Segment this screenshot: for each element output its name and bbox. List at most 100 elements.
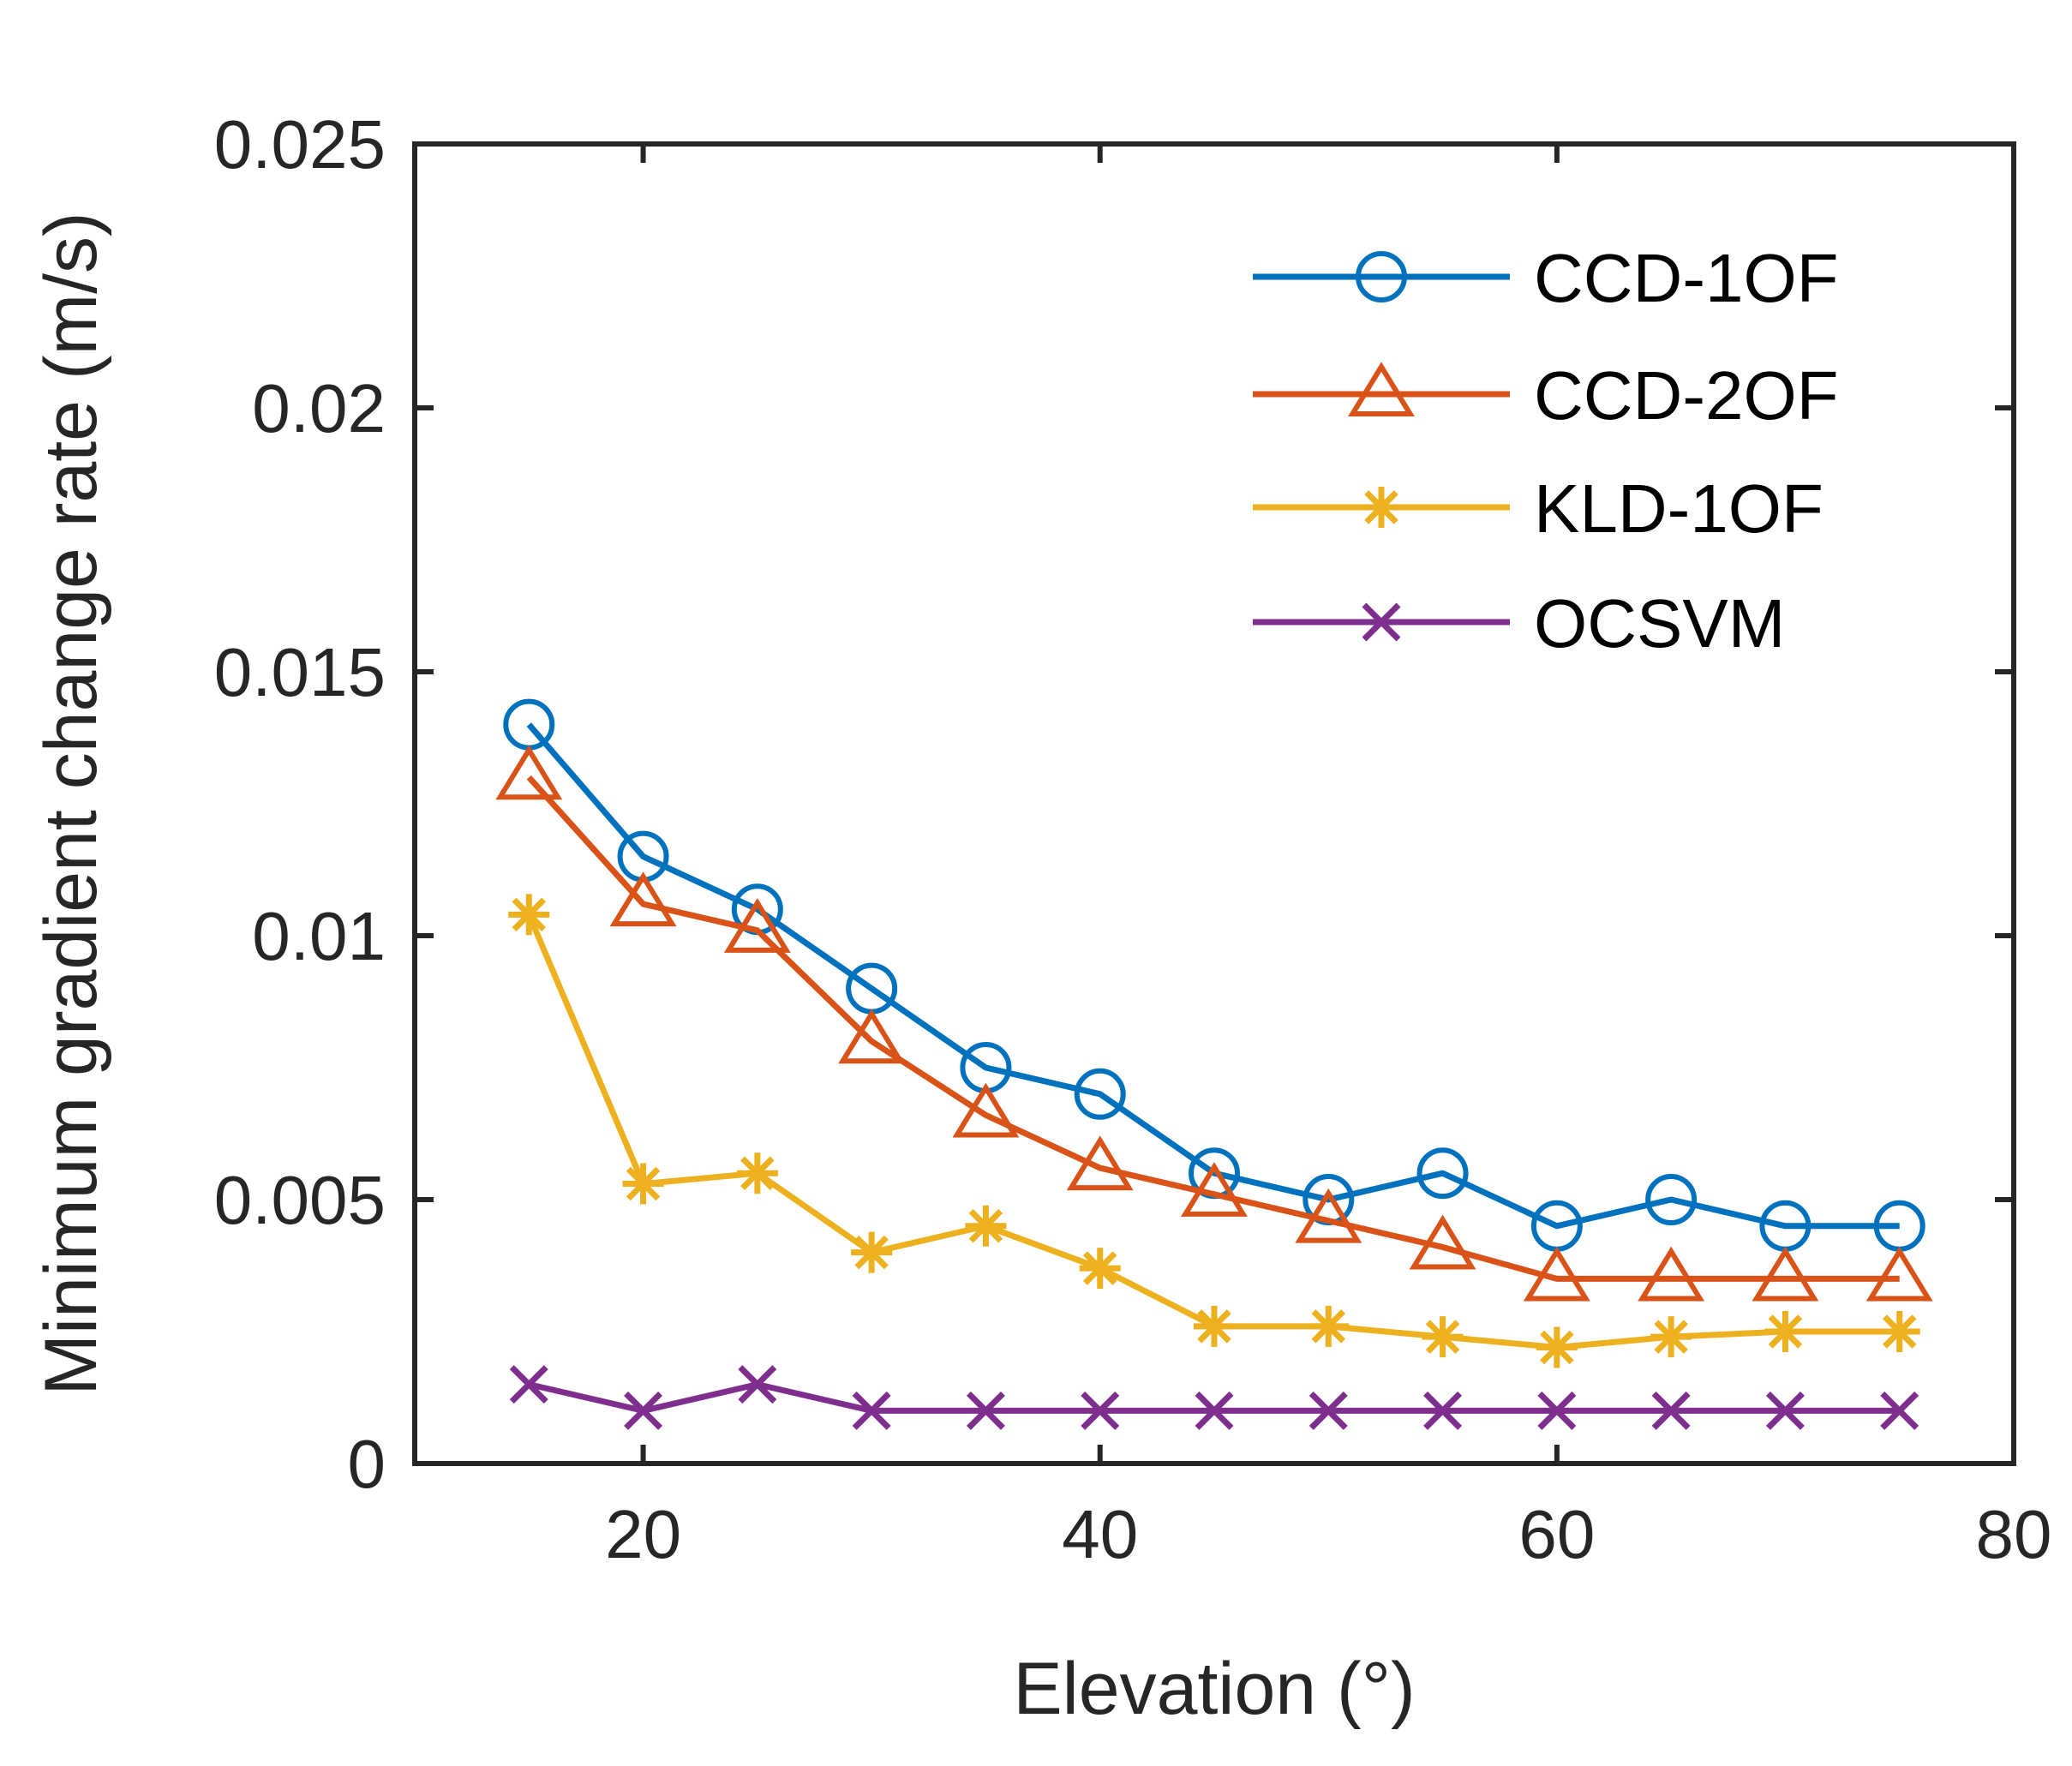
asterisk-arm bbox=[1425, 1320, 1460, 1354]
legend-label: OCSVM bbox=[1534, 585, 1785, 662]
legend-marker bbox=[1348, 362, 1415, 417]
y-tick-label: 0.005 bbox=[214, 1162, 386, 1238]
series-ccd-1of bbox=[503, 698, 1925, 1252]
y-tick-label: 0 bbox=[348, 1426, 386, 1502]
data-point-ccd-2of bbox=[609, 871, 677, 927]
triangle-marker bbox=[1295, 1188, 1362, 1243]
series-layer bbox=[495, 698, 1933, 1430]
data-point-ocsvm bbox=[1765, 1391, 1805, 1430]
x-tick-label: 20 bbox=[605, 1496, 681, 1572]
series-kld-1of bbox=[508, 894, 1920, 1368]
series-ccd-2of bbox=[495, 745, 1933, 1302]
data-point-kld-1of bbox=[622, 1163, 664, 1205]
legend-marker bbox=[1362, 602, 1401, 642]
data-point-ccd-2of bbox=[1181, 1162, 1248, 1217]
triangle-marker bbox=[1638, 1246, 1705, 1302]
data-point-ocsvm bbox=[852, 1391, 891, 1430]
x-marker-stroke bbox=[1651, 1391, 1691, 1430]
data-point-ccd-1of bbox=[1645, 1174, 1698, 1225]
data-point-kld-1of bbox=[1308, 1305, 1350, 1347]
data-point-ocsvm bbox=[1537, 1391, 1577, 1430]
x-tick-label: 40 bbox=[1062, 1496, 1138, 1572]
data-point-ccd-2of bbox=[1865, 1246, 1933, 1302]
legend-marker bbox=[1361, 487, 1402, 528]
circle-marker bbox=[1074, 1068, 1126, 1120]
x-tick-label: 60 bbox=[1518, 1496, 1595, 1572]
y-axis-label: Minimum gradient change rate (m/s) bbox=[30, 212, 112, 1395]
data-point-kld-1of bbox=[1536, 1326, 1578, 1368]
data-point-kld-1of bbox=[851, 1231, 893, 1273]
data-point-ccd-2of bbox=[952, 1082, 1020, 1138]
asterisk-arm bbox=[1654, 1320, 1688, 1354]
asterisk-arm bbox=[968, 1209, 1003, 1243]
data-point-kld-1of bbox=[1764, 1311, 1806, 1352]
data-point-ccd-1of bbox=[1416, 1147, 1469, 1200]
asterisk-arm bbox=[1082, 1251, 1117, 1285]
data-point-kld-1of bbox=[1194, 1305, 1235, 1347]
y-tick-label: 0.01 bbox=[252, 898, 386, 974]
series-ocsvm bbox=[509, 1365, 1919, 1430]
asterisk-arm bbox=[626, 1166, 661, 1201]
y-tick-label: 0.015 bbox=[214, 634, 386, 710]
triangle-marker bbox=[1865, 1246, 1933, 1302]
data-point-ccd-2of bbox=[1523, 1246, 1590, 1302]
data-point-ccd-2of bbox=[838, 1009, 906, 1064]
data-point-ocsvm bbox=[1880, 1391, 1919, 1430]
circle-marker bbox=[1416, 1147, 1469, 1200]
x-marker-stroke bbox=[1765, 1391, 1805, 1430]
series-line-ccd-2of bbox=[526, 775, 1900, 1282]
x-marker-stroke bbox=[624, 1391, 663, 1430]
y-tick-label: 0.02 bbox=[252, 370, 386, 446]
x-marker-stroke bbox=[509, 1365, 548, 1404]
x-marker-stroke bbox=[1308, 1391, 1348, 1430]
data-point-kld-1of bbox=[1422, 1316, 1464, 1358]
data-point-ccd-2of bbox=[1066, 1135, 1134, 1191]
asterisk-arm bbox=[1540, 1330, 1574, 1365]
triangle-marker bbox=[1523, 1246, 1590, 1302]
data-point-ocsvm bbox=[509, 1365, 548, 1404]
x-marker-stroke bbox=[1195, 1391, 1234, 1430]
triangle-marker bbox=[723, 898, 791, 953]
x-marker-stroke bbox=[1081, 1391, 1120, 1430]
legend-item-ccd-1of: CCD-1OF bbox=[1253, 240, 1839, 316]
data-point-ccd-2of bbox=[495, 745, 563, 800]
x-marker-stroke bbox=[1423, 1391, 1463, 1430]
data-point-kld-1of bbox=[1878, 1311, 1920, 1352]
data-point-kld-1of bbox=[508, 894, 550, 936]
triangle-marker bbox=[609, 871, 677, 927]
legend-item-ccd-2of: CCD-2OF bbox=[1253, 357, 1839, 434]
triangle-marker bbox=[495, 745, 563, 800]
x-marker-stroke bbox=[966, 1391, 1005, 1430]
asterisk-arm bbox=[854, 1235, 889, 1270]
data-point-kld-1of bbox=[965, 1205, 1007, 1247]
y-tick-label: 0.025 bbox=[214, 106, 386, 183]
data-point-ocsvm bbox=[1081, 1391, 1120, 1430]
triangle-marker bbox=[1409, 1214, 1476, 1270]
data-point-kld-1of bbox=[1079, 1248, 1121, 1290]
data-point-ccd-2of bbox=[1638, 1246, 1705, 1302]
x-axis-label: Elevation (°) bbox=[1013, 1648, 1415, 1730]
data-point-ocsvm bbox=[624, 1391, 663, 1430]
data-point-kld-1of bbox=[736, 1152, 778, 1194]
data-point-ocsvm bbox=[1308, 1391, 1348, 1430]
data-point-ccd-2of bbox=[1409, 1214, 1476, 1270]
asterisk-arm bbox=[512, 897, 547, 932]
data-point-ccd-2of bbox=[723, 898, 791, 953]
legend: CCD-1OF CCD-2OF KLD-1OF OCSVM bbox=[1234, 219, 1937, 673]
circle-marker bbox=[1356, 251, 1407, 302]
data-point-ocsvm bbox=[738, 1365, 777, 1404]
data-point-ocsvm bbox=[1651, 1391, 1691, 1430]
legend-label: KLD-1OF bbox=[1534, 470, 1823, 547]
legend-item-kld-1of: KLD-1OF bbox=[1253, 470, 1823, 547]
data-point-ocsvm bbox=[966, 1391, 1005, 1430]
asterisk-arm bbox=[1882, 1314, 1917, 1349]
data-point-ccd-2of bbox=[1295, 1188, 1362, 1243]
data-point-ccd-2of bbox=[1752, 1246, 1819, 1302]
asterisk-arm bbox=[740, 1156, 775, 1190]
asterisk-arm bbox=[1364, 490, 1398, 524]
x-tick-label: 80 bbox=[1976, 1496, 2052, 1572]
plot-area-frame bbox=[412, 141, 2016, 1466]
legend-marker bbox=[1356, 251, 1407, 302]
triangle-marker bbox=[838, 1009, 906, 1064]
triangle-marker bbox=[1348, 362, 1415, 417]
